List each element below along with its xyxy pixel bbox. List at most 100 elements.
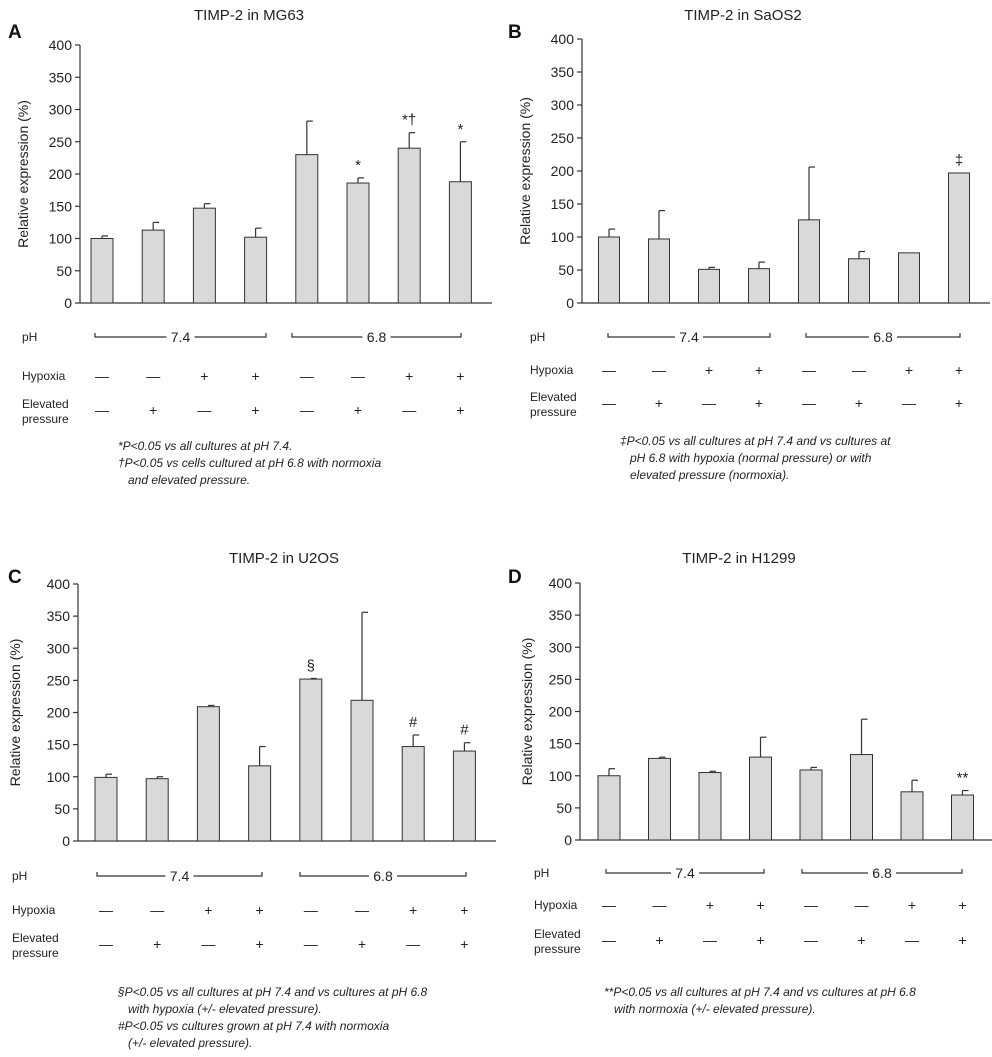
bar	[698, 268, 720, 304]
footnote-line: and elevated pressure.	[118, 473, 251, 487]
y-tick-label: 100	[551, 229, 575, 245]
hypoxia-sign: +	[460, 902, 468, 918]
pressure-sign: +	[958, 932, 966, 948]
ph-bracket-left	[299, 872, 369, 877]
row-label-pressure: pressure	[12, 946, 59, 960]
hypoxia-sign: —	[146, 368, 160, 384]
panel-letter-b: B	[508, 22, 522, 43]
pressure-sign: +	[460, 936, 468, 952]
hypoxia-sign: +	[405, 368, 413, 384]
footnote-panel-b: ‡P<0.05 vs all cultures at pH 7.4 and vs…	[620, 433, 890, 484]
pressure-sign: —	[406, 936, 420, 952]
row-label-elevated: Elevated	[534, 927, 581, 941]
bar	[94, 776, 118, 842]
y-tick-label: 350	[47, 608, 71, 624]
y-axis-label-a: Relative expression (%)	[15, 100, 31, 248]
hypoxia-sign: +	[908, 897, 916, 913]
ph-group-label: 6.8	[872, 865, 892, 881]
y-tick-label: 200	[549, 704, 573, 720]
y-tick-label: 250	[47, 672, 71, 688]
row-label-elevated: Elevated	[530, 390, 577, 404]
footnote-line: elevated pressure (normoxia).	[620, 468, 790, 482]
y-tick-label: 250	[49, 134, 73, 150]
pressure-sign: —	[902, 395, 916, 411]
panel-letter-a: A	[8, 22, 22, 43]
pressure-sign: +	[955, 395, 963, 411]
bar	[597, 775, 621, 841]
pressure-sign: +	[756, 932, 764, 948]
y-tick-label: 100	[47, 769, 71, 785]
ph-bracket-right	[390, 333, 462, 338]
bar	[397, 147, 421, 304]
y-tick-label: 300	[551, 97, 575, 113]
ph-group-label: 6.8	[373, 868, 393, 884]
ph-bracket-left	[607, 333, 675, 338]
bar	[648, 238, 670, 304]
y-tick-label: 250	[551, 130, 575, 146]
pressure-sign: —	[602, 395, 616, 411]
pressure-sign: —	[95, 402, 109, 418]
panel-letter-d: D	[508, 567, 522, 588]
significance-marker: *†	[402, 112, 416, 129]
y-tick-label: 200	[551, 163, 575, 179]
pressure-sign: —	[804, 932, 818, 948]
ph-group-label: 7.4	[679, 329, 699, 345]
y-tick-label: 200	[47, 705, 71, 721]
footnote-line: †P<0.05 vs cells cultured at pH 6.8 with…	[118, 456, 382, 470]
pressure-sign: —	[201, 936, 215, 952]
y-tick-label: 300	[49, 102, 73, 118]
bar	[948, 172, 970, 304]
significance-marker: #	[409, 714, 418, 731]
pressure-sign: —	[703, 932, 717, 948]
y-tick-label: 150	[47, 737, 71, 753]
bar	[196, 706, 220, 842]
footnote-panel-d: **P<0.05 vs all cultures at pH 7.4 and v…	[604, 984, 916, 1018]
chart-title-b: TIMP-2 in SaOS2	[684, 7, 802, 24]
bar	[848, 258, 870, 304]
row-label-hypoxia: Hypoxia	[12, 903, 56, 917]
y-tick-label: 50	[558, 262, 574, 278]
ph-bracket-left	[291, 333, 363, 338]
ph-bracket-right	[699, 869, 765, 874]
bar	[749, 756, 772, 841]
bar	[698, 772, 722, 841]
pressure-sign: —	[197, 402, 211, 418]
hypoxia-sign: +	[958, 897, 966, 913]
hypoxia-sign: —	[95, 368, 109, 384]
y-tick-label: 0	[62, 833, 70, 849]
pressure-sign: —	[602, 932, 616, 948]
row-label-hypoxia: Hypoxia	[530, 363, 574, 377]
hypoxia-sign: +	[905, 362, 913, 378]
bar	[248, 765, 272, 842]
row-label-elevated: Elevated	[22, 397, 69, 411]
ph-group-label: 7.4	[675, 865, 695, 881]
bar	[244, 236, 268, 304]
bar	[648, 757, 671, 841]
y-tick-label: 300	[549, 639, 573, 655]
chart-title-c: TIMP-2 in U2OS	[229, 550, 339, 567]
significance-marker: *	[457, 121, 463, 138]
ph-bracket-right	[897, 333, 961, 338]
y-tick-label: 300	[47, 640, 71, 656]
pressure-sign: +	[655, 395, 663, 411]
significance-marker: §	[307, 657, 315, 674]
y-tick-label: 400	[549, 575, 573, 591]
ph-group-label: 7.4	[171, 329, 191, 345]
significance-marker: #	[460, 722, 469, 739]
pressure-sign: —	[802, 395, 816, 411]
row-label-elevated: Elevated	[12, 931, 59, 945]
bar	[90, 238, 114, 304]
y-tick-label: 200	[49, 166, 73, 182]
panel-letter-c: C	[8, 567, 22, 588]
pressure-sign: —	[702, 395, 716, 411]
hypoxia-sign: +	[705, 362, 713, 378]
hypoxia-sign: +	[409, 902, 417, 918]
footnote-line: ‡P<0.05 vs all cultures at pH 7.4 and vs…	[620, 434, 891, 448]
hypoxia-sign: +	[200, 368, 208, 384]
bar	[900, 791, 924, 841]
ph-bracket-right	[397, 872, 467, 877]
hypoxia-sign: —	[355, 902, 369, 918]
y-tick-label: 400	[47, 576, 71, 592]
y-tick-label: 0	[566, 295, 574, 311]
hypoxia-sign: +	[456, 368, 464, 384]
